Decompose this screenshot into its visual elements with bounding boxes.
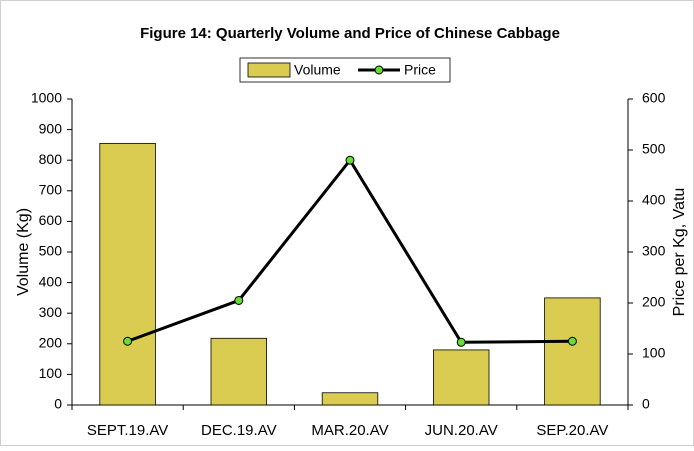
y-tick-label: 400 xyxy=(39,273,63,289)
y-tick-label: 700 xyxy=(39,182,63,198)
y2-tick-label: 600 xyxy=(642,90,666,106)
y2-tick-label: 300 xyxy=(642,243,666,259)
y-tick-label: 1000 xyxy=(31,90,62,106)
y-tick-label: 900 xyxy=(39,120,63,136)
y-axis-label: Volume (Kg) xyxy=(15,208,32,296)
y2-tick-label: 100 xyxy=(642,345,666,361)
y-tick-label: 800 xyxy=(39,151,63,167)
legend-label: Volume xyxy=(294,62,341,78)
price-marker xyxy=(567,336,577,346)
y2-axis-label: Price per Kg, Vatu xyxy=(671,188,688,317)
x-tick-label: DEC.19.AV xyxy=(201,422,277,439)
x-tick-label: SEP.20.AV xyxy=(536,422,608,439)
bar xyxy=(99,142,156,406)
y-tick-label: 500 xyxy=(39,243,63,259)
x-tick-label: MAR.20.AV xyxy=(311,422,388,439)
x-tick-label: JUN.20.AV xyxy=(425,422,498,439)
legend-swatch xyxy=(247,62,291,78)
bar xyxy=(432,349,490,406)
price-marker xyxy=(234,295,244,305)
y2-tick-label: 200 xyxy=(642,294,666,310)
y-tick-label: 0 xyxy=(54,396,62,412)
chart-title: Figure 14: Quarterly Volume and Price of… xyxy=(140,25,560,42)
y2-tick-label: 0 xyxy=(642,396,650,412)
legend-marker xyxy=(374,65,384,75)
y-tick-label: 100 xyxy=(39,365,63,381)
y-tick-label: 300 xyxy=(39,304,63,320)
price-marker xyxy=(345,155,355,165)
y-tick-label: 200 xyxy=(39,335,63,351)
bar xyxy=(210,337,267,406)
legend-label: Price xyxy=(404,62,436,78)
price-marker xyxy=(456,337,466,347)
y-tick-label: 600 xyxy=(39,212,63,228)
y2-tick-label: 500 xyxy=(642,141,666,157)
bar xyxy=(544,297,601,406)
x-tick-label: SEPT.19.AV xyxy=(87,422,168,439)
bar xyxy=(321,392,379,406)
y2-tick-label: 400 xyxy=(642,192,666,208)
price-marker xyxy=(123,336,133,346)
